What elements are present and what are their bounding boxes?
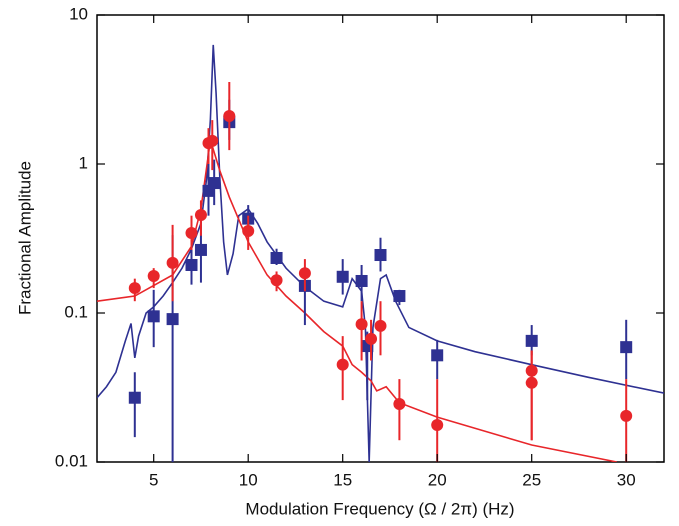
x-tick-label: 5	[149, 470, 158, 489]
data-point	[525, 334, 538, 347]
data-point	[242, 225, 255, 238]
x-tick-label: 25	[522, 470, 541, 489]
y-axis-label: Fractional Amplitude	[15, 161, 34, 315]
y-tick-label: 0.01	[55, 451, 88, 470]
data-point	[185, 258, 198, 271]
data-point	[355, 318, 368, 331]
model-curve	[97, 44, 664, 462]
data-point	[365, 332, 378, 345]
x-tick-label: 20	[428, 470, 447, 489]
data-point	[166, 256, 179, 269]
y-tick-label: 10	[69, 4, 88, 23]
y-tick-label: 0.1	[64, 302, 88, 321]
x-axis-label: Modulation Frequency (Ω / 2π) (Hz)	[245, 499, 514, 518]
data-point	[223, 109, 236, 122]
data-point	[128, 391, 141, 404]
data-point	[393, 290, 406, 303]
data-point	[431, 419, 444, 432]
data-point	[298, 267, 311, 280]
data-point	[185, 227, 198, 240]
data-point	[393, 398, 406, 411]
plot-frame	[96, 14, 665, 463]
data-point	[620, 409, 633, 422]
data-point	[194, 208, 207, 221]
data-point	[355, 274, 368, 287]
model-curve	[97, 139, 617, 462]
data-point	[194, 243, 207, 256]
data-point	[147, 310, 160, 323]
data-point	[270, 251, 283, 264]
data-point	[336, 358, 349, 371]
data-point	[208, 177, 221, 190]
data-point	[336, 270, 349, 283]
y-tick-label: 1	[79, 153, 88, 172]
data-point	[147, 270, 160, 283]
data-point	[525, 364, 538, 377]
data-point	[431, 349, 444, 362]
data-point	[525, 376, 538, 389]
data-point	[374, 249, 387, 262]
plot-area	[97, 44, 664, 462]
data-point	[620, 341, 633, 354]
data-point	[166, 313, 179, 326]
data-point	[270, 274, 283, 287]
x-tick-label: 30	[617, 470, 636, 489]
x-tick-label: 15	[333, 470, 352, 489]
data-point	[374, 319, 387, 332]
data-point	[206, 134, 219, 147]
x-tick-label: 10	[239, 470, 258, 489]
data-point	[128, 282, 141, 295]
